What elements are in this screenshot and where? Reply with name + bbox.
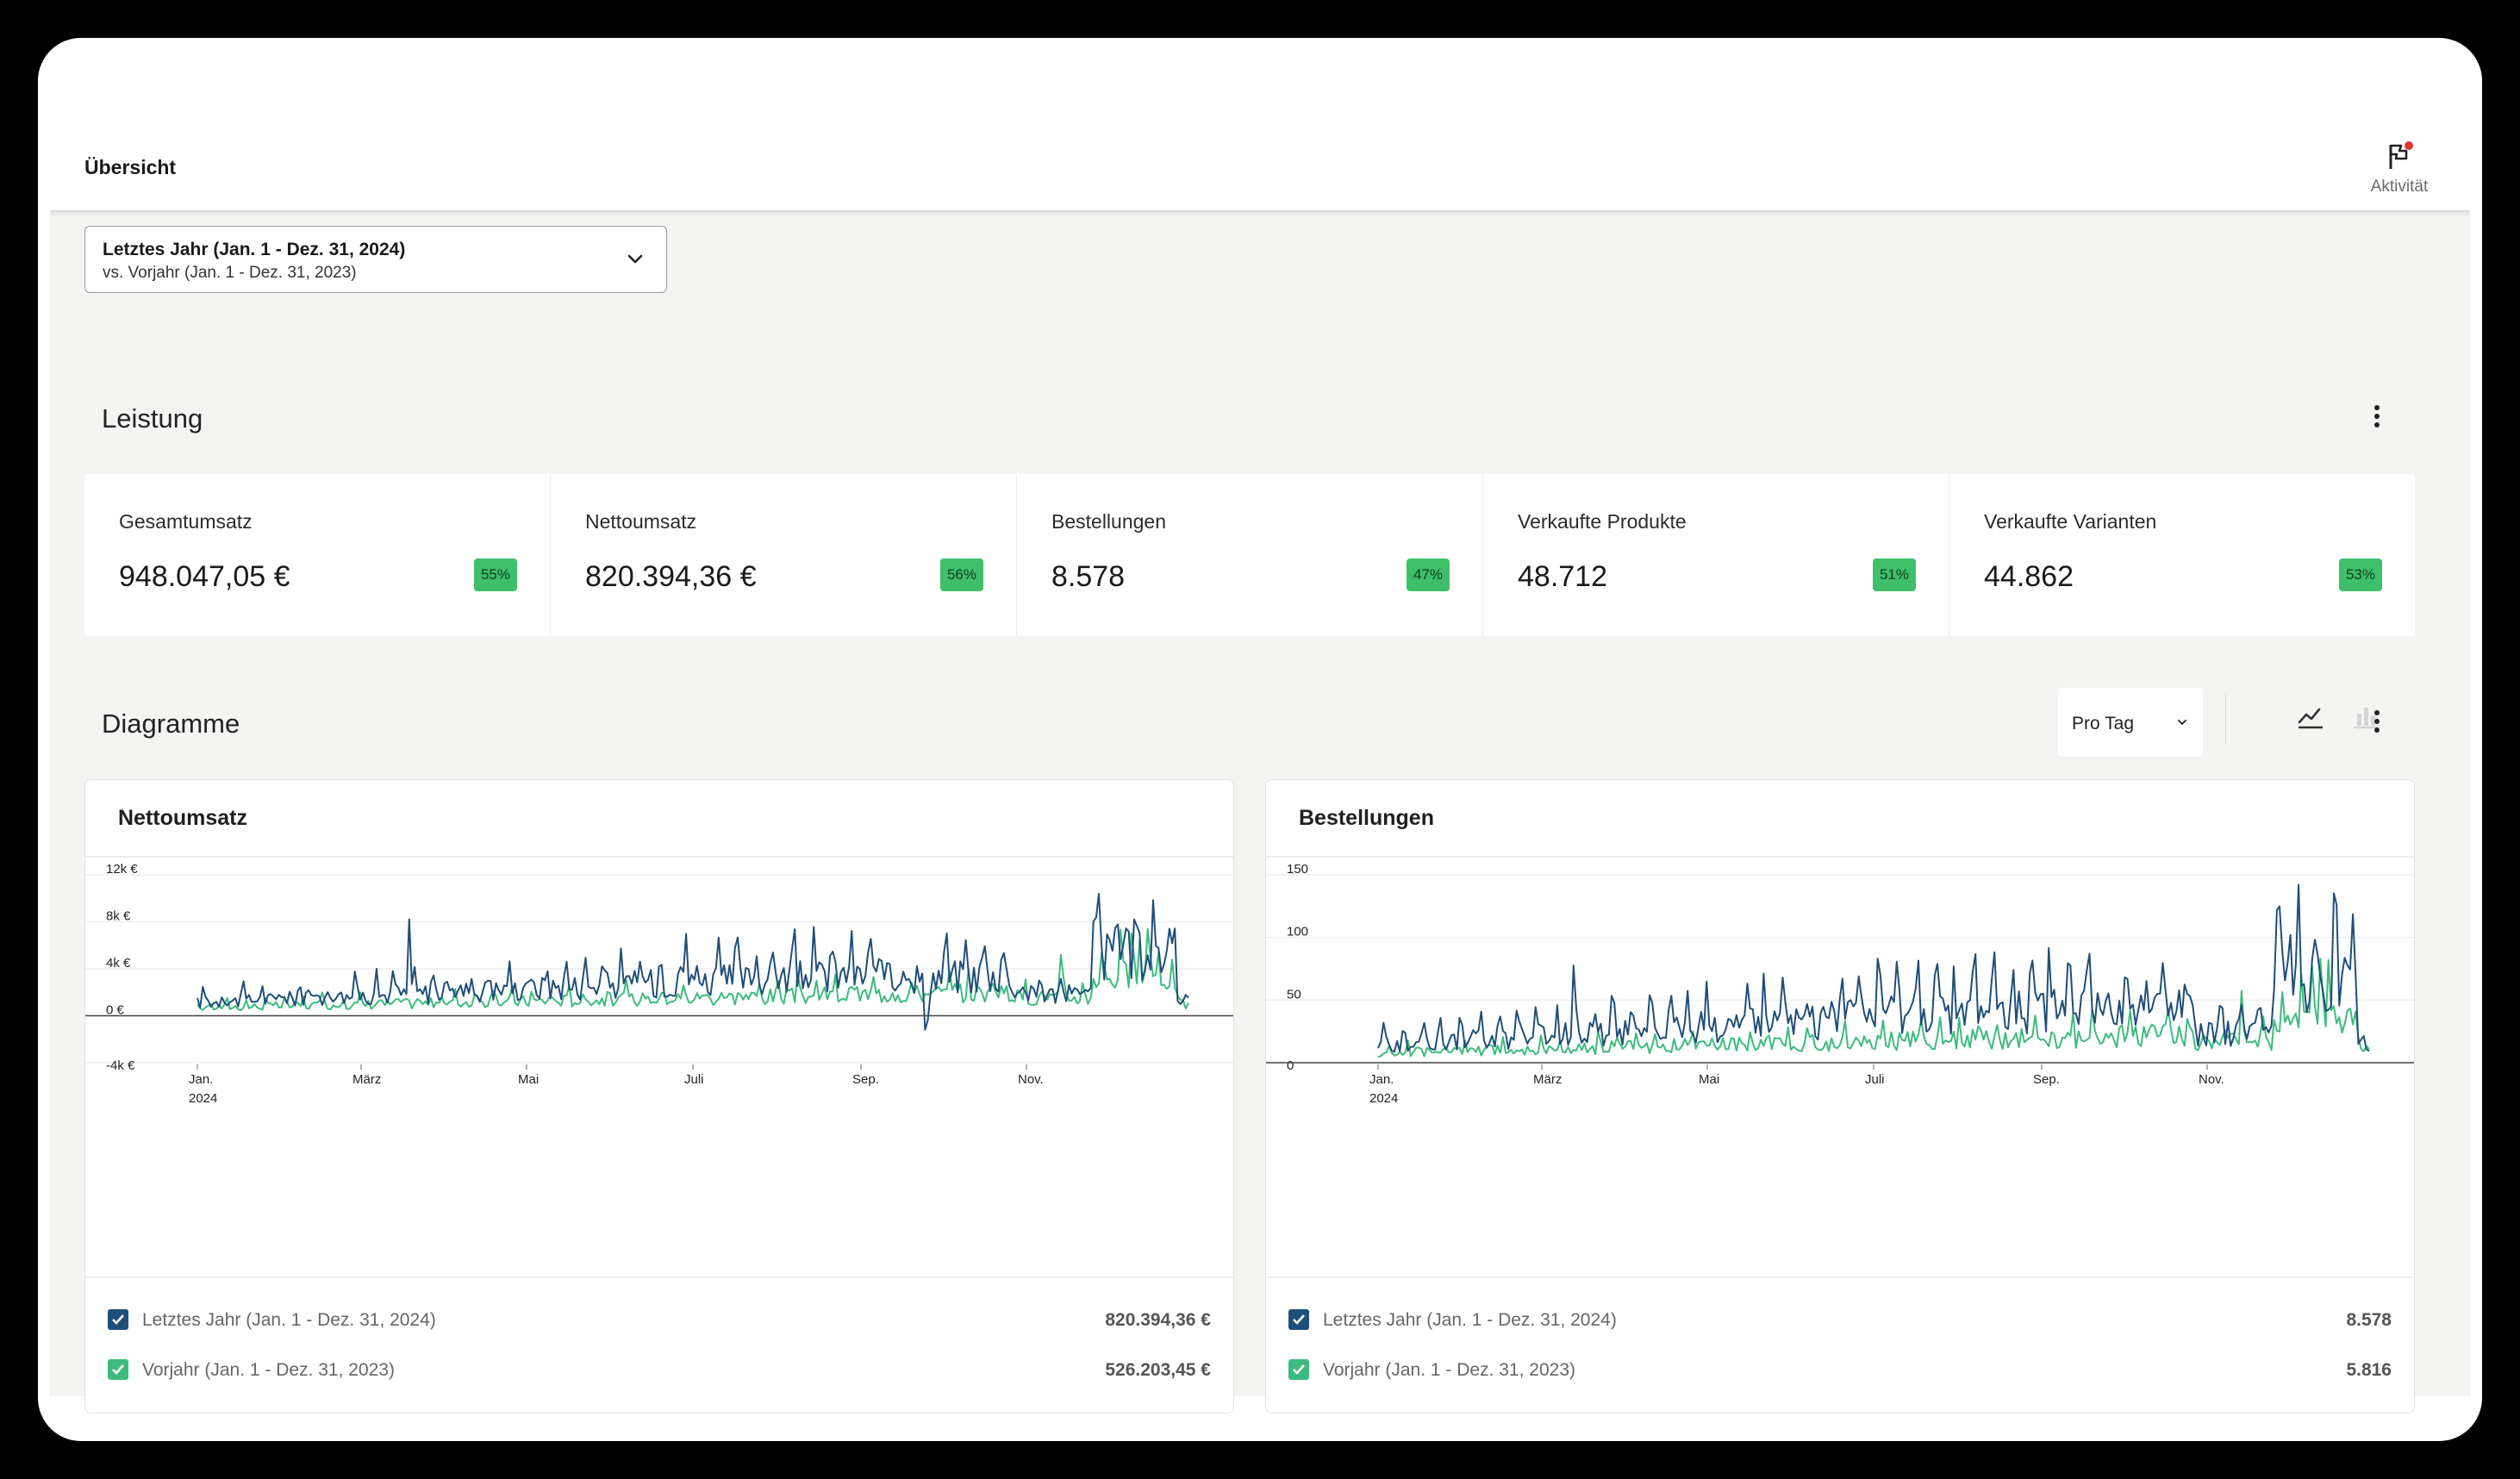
chart-card-nettoumsatz: Nettoumsatz 12k € 8k € 4k € 0 € -4k € Jan. Mär…	[84, 779, 1234, 1413]
kpi-label: Gesamtumsatz	[119, 510, 253, 533]
y-tick-label: 12k €	[106, 862, 138, 877]
activity-button[interactable]: Aktivität	[2358, 141, 2441, 197]
x-tick-label: Juli	[684, 1072, 704, 1087]
kpi-label: Bestellungen	[1051, 510, 1166, 533]
legend-item[interactable]: Letztes Jahr (Jan. 1 - Dez. 31, 2024) 82…	[108, 1302, 1211, 1337]
divider	[1266, 856, 2414, 858]
legend-label: Letztes Jahr (Jan. 1 - Dez. 31, 2024)	[142, 1310, 436, 1330]
interval-select[interactable]: Pro Tag	[2058, 688, 2203, 757]
kpi-label: Verkaufte Varianten	[1984, 510, 2157, 533]
kpi-card[interactable]: Verkaufte Varianten 44.862 53%	[1949, 474, 2415, 636]
y-tick-label: -4k €	[106, 1058, 135, 1073]
checkbox-checked-icon[interactable]	[1288, 1359, 1309, 1380]
divider	[85, 1276, 1233, 1278]
kpi-change-badge: 56%	[939, 559, 983, 591]
checkbox-checked-icon[interactable]	[108, 1309, 128, 1330]
legend-total: 5.816	[2346, 1360, 2392, 1380]
x-tick-label: Sep.	[852, 1072, 879, 1087]
y-tick-label: 50	[1287, 987, 1301, 1002]
kpi-change-badge: 55%	[473, 559, 517, 591]
divider	[1266, 1276, 2414, 1278]
page-title: Übersicht	[84, 156, 177, 178]
x-tick-label: März	[1533, 1072, 1562, 1087]
x-tick-year-label: 2024	[1369, 1091, 1398, 1106]
x-tick-label: Sep.	[2033, 1072, 2060, 1087]
y-tick-label: 8k €	[106, 909, 131, 924]
charts-title: Diagramme	[102, 708, 240, 739]
legend-total: 820.394,36 €	[1105, 1310, 1211, 1330]
x-tick-label: Mai	[1699, 1072, 1719, 1087]
chart-plot[interactable]: 12k € 8k € 4k € 0 € -4k € Jan. März Mai Juli Sep.…	[85, 858, 1234, 1276]
chevron-down-icon	[2178, 720, 2186, 726]
chart-plot[interactable]: 150 100 50 0 Jan. März Mai Juli Sep. Nov. 2024	[1266, 858, 2415, 1276]
top-bar: Übersicht Aktivität	[38, 38, 2482, 210]
y-tick-label: 4k €	[106, 956, 131, 970]
app-screen: Übersicht Aktivität Letztes Jahr (Jan. 1…	[38, 38, 2482, 1441]
flag-icon	[2386, 141, 2413, 172]
series-line-letztes-jahr	[196, 893, 1189, 1031]
kpi-value: 8.578	[1051, 560, 1126, 593]
series-line-letztes-jahr	[1377, 883, 2370, 1053]
chart-title: Nettoumsatz	[118, 806, 248, 830]
legend-item[interactable]: Vorjahr (Jan. 1 - Dez. 31, 2023) 526.203…	[108, 1352, 1211, 1387]
line-chart-icon[interactable]	[2292, 700, 2329, 736]
kpi-value: 948.047,05 €	[119, 560, 290, 593]
legend-label: Vorjahr (Jan. 1 - Dez. 31, 2023)	[142, 1360, 395, 1380]
kpi-label: Nettoumsatz	[585, 510, 697, 533]
legend-item[interactable]: Letztes Jahr (Jan. 1 - Dez. 31, 2024) 8.…	[1288, 1302, 2392, 1337]
kpi-card[interactable]: Verkaufte Produkte 48.712 51%	[1483, 474, 1949, 636]
chevron-down-icon	[627, 254, 643, 264]
kpi-change-badge: 51%	[1872, 559, 1916, 591]
kpi-change-badge: 53%	[2338, 559, 2382, 591]
checkbox-checked-icon[interactable]	[1288, 1309, 1309, 1330]
chart-card-bestellungen: Bestellungen 150 100 50 0 Jan. März Mai Juli Sep…	[1265, 779, 2415, 1413]
kpi-row: Gesamtumsatz 948.047,05 € 55% Nettoumsat…	[84, 474, 2415, 636]
legend-total: 8.578	[2346, 1310, 2392, 1330]
x-tick-label: Jan.	[189, 1072, 213, 1087]
legend-item[interactable]: Vorjahr (Jan. 1 - Dez. 31, 2023) 5.816	[1288, 1352, 2392, 1387]
date-range-comparison: vs. Vorjahr (Jan. 1 - Dez. 31, 2023)	[103, 264, 357, 282]
main-content: Letztes Jahr (Jan. 1 - Dez. 31, 2024) vs…	[50, 210, 2470, 1413]
charts-more-icon[interactable]	[2368, 707, 2386, 741]
kpi-value: 48.712	[1518, 560, 1607, 593]
performance-more-icon[interactable]	[2368, 402, 2386, 436]
date-range-primary: Letztes Jahr (Jan. 1 - Dez. 31, 2024)	[103, 240, 406, 259]
legend-total: 526.203,45 €	[1105, 1360, 1211, 1380]
kpi-value: 820.394,36 €	[585, 560, 757, 593]
x-tick-label: Mai	[518, 1072, 539, 1087]
legend-label: Letztes Jahr (Jan. 1 - Dez. 31, 2024)	[1323, 1310, 1617, 1330]
series-line-vorjahr	[196, 927, 1189, 1012]
y-tick-label: 0	[1287, 1058, 1294, 1073]
kpi-card[interactable]: Bestellungen 8.578 47%	[1017, 474, 1483, 636]
chart-title: Bestellungen	[1299, 806, 1434, 830]
x-tick-label: März	[352, 1072, 381, 1087]
y-tick-label: 100	[1287, 925, 1308, 939]
interval-value: Pro Tag	[2072, 714, 2134, 733]
performance-title: Leistung	[102, 403, 203, 434]
date-range-select[interactable]: Letztes Jahr (Jan. 1 - Dez. 31, 2024) vs…	[84, 226, 667, 293]
notification-dot	[2405, 141, 2413, 150]
activity-label: Aktivität	[2370, 178, 2429, 196]
kpi-card[interactable]: Gesamtumsatz 948.047,05 € 55%	[84, 474, 551, 636]
x-tick-label: Nov.	[2199, 1072, 2224, 1087]
y-tick-label: 0 €	[106, 1003, 125, 1018]
legend-label: Vorjahr (Jan. 1 - Dez. 31, 2023)	[1323, 1360, 1575, 1380]
checkbox-checked-icon[interactable]	[108, 1359, 128, 1380]
x-tick-label: Juli	[1865, 1072, 1885, 1087]
toolbar-divider	[2225, 693, 2226, 745]
x-tick-label: Nov.	[1018, 1072, 1044, 1087]
kpi-label: Verkaufte Produkte	[1518, 510, 1687, 533]
kpi-change-badge: 47%	[1406, 559, 1450, 591]
bar-chart-icon[interactable]	[2348, 700, 2384, 736]
kpi-card[interactable]: Nettoumsatz 820.394,36 € 56%	[551, 474, 1017, 636]
kpi-value: 44.862	[1984, 560, 2074, 593]
x-tick-year-label: 2024	[189, 1091, 217, 1106]
y-tick-label: 150	[1287, 862, 1308, 877]
divider	[85, 856, 1233, 858]
x-tick-label: Jan.	[1369, 1072, 1394, 1087]
